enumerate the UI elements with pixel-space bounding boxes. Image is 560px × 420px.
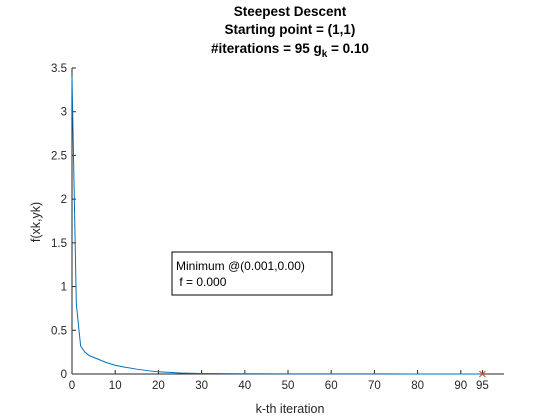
y-tick-label: 0.5 bbox=[51, 325, 67, 337]
annotation-line-2: f = 0.000 bbox=[176, 275, 227, 289]
chart-title-iter-prefix: #iterations = 95 g bbox=[211, 41, 322, 56]
tick-labels: 0 10 20 30 40 50 60 70 80 90 95 0 0.5 1 1.5 2 2.5 3 3.5 bbox=[51, 63, 489, 392]
y-tick-label: 2 bbox=[61, 194, 67, 206]
x-tick-label: 20 bbox=[152, 380, 165, 392]
y-tick-label: 1 bbox=[61, 282, 67, 294]
y-tick-label: 3 bbox=[61, 107, 67, 119]
x-tick-label: 40 bbox=[238, 380, 251, 392]
axes bbox=[71, 68, 504, 375]
annotation-box bbox=[171, 251, 333, 296]
chart-title-iter-sub: k bbox=[322, 49, 328, 60]
series-line bbox=[71, 76, 483, 375]
x-tick-label: 10 bbox=[109, 380, 122, 392]
y-tick-label: 3.5 bbox=[51, 63, 67, 75]
y-axis-label: f(xk,yk) bbox=[29, 202, 43, 242]
end-point-marker bbox=[478, 370, 486, 378]
x-axis-label: k-th iteration bbox=[256, 402, 325, 416]
chart-title-line-1: Steepest Descent bbox=[234, 4, 347, 19]
x-tick-label: 80 bbox=[411, 380, 424, 392]
x-tick-label: 0 bbox=[69, 380, 75, 392]
x-tick-label: 50 bbox=[282, 380, 295, 392]
annotation-line-1: Minimum @(0.001,0.00) bbox=[176, 259, 305, 273]
chart-title-line-3: #iterations = 95 gk = 0.10 bbox=[211, 41, 369, 60]
x-tick-label: 70 bbox=[368, 380, 381, 392]
y-tick-label: 1.5 bbox=[51, 238, 67, 250]
x-tick-label: 95 bbox=[476, 380, 489, 392]
chart-title-iter-suffix: = 0.10 bbox=[327, 41, 369, 56]
x-tick-label: 30 bbox=[195, 380, 208, 392]
tick-marks bbox=[71, 67, 483, 375]
y-tick-label: 0 bbox=[61, 369, 67, 381]
plot-area bbox=[71, 76, 486, 378]
x-tick-label: 90 bbox=[454, 380, 467, 392]
y-tick-label: 2.5 bbox=[51, 150, 67, 162]
chart-title-line-2: Starting point = (1,1) bbox=[225, 22, 356, 37]
x-tick-label: 60 bbox=[325, 380, 338, 392]
